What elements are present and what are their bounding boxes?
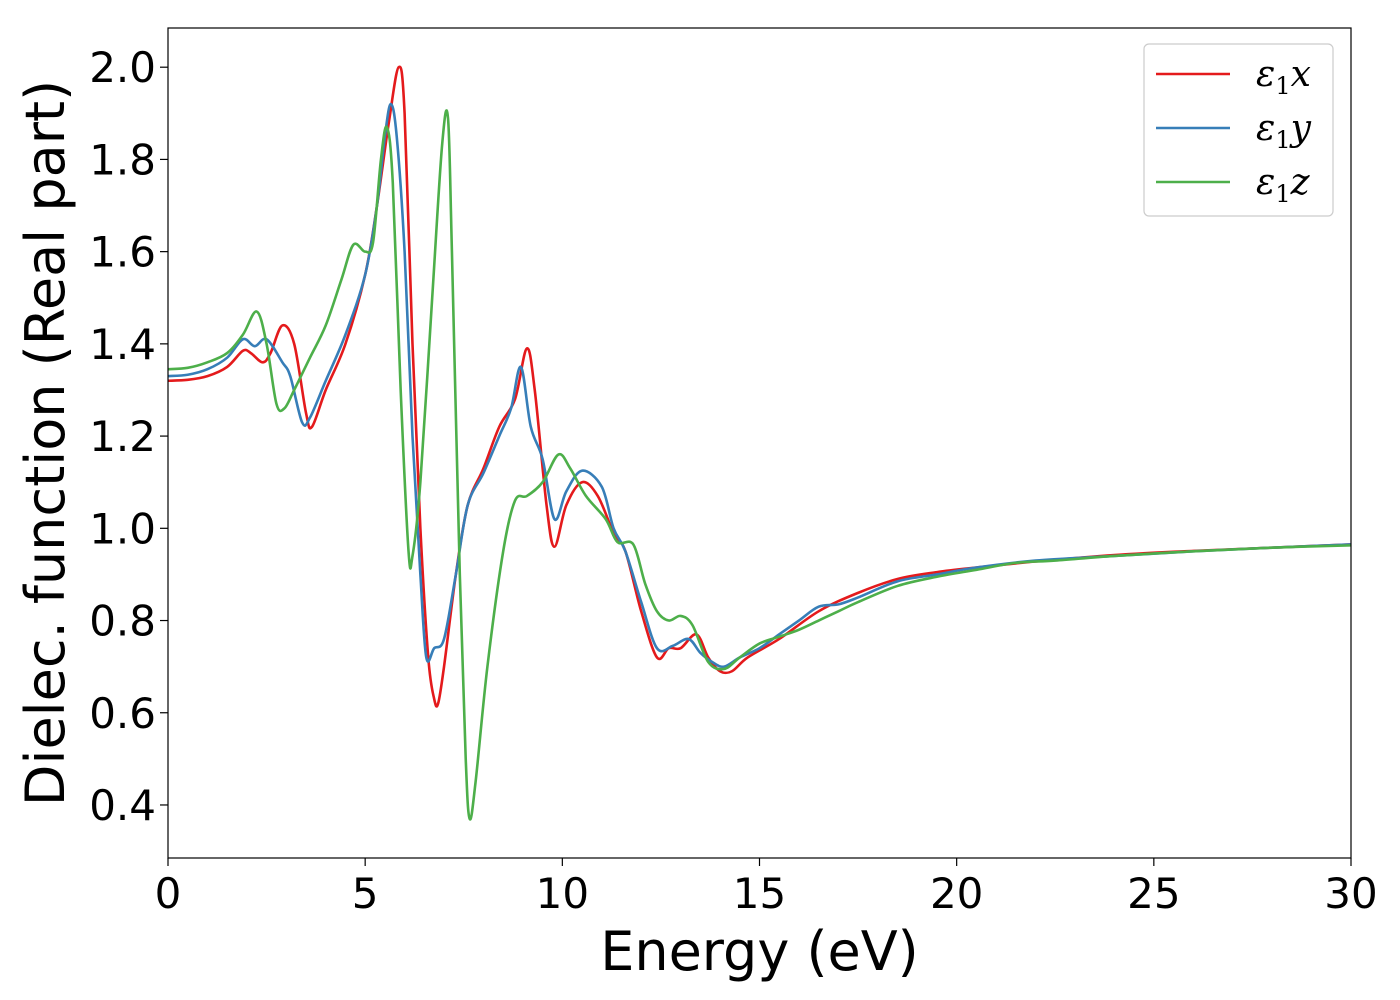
- y-tick-label: 1.8: [89, 135, 156, 184]
- legend-label-y: ε1y: [1256, 108, 1312, 154]
- y-tick-label: 1.2: [89, 412, 156, 461]
- legend-label-x: ε1x: [1256, 54, 1311, 100]
- x-axis-title: Energy (eV): [600, 920, 919, 983]
- series-layer: [168, 65, 1351, 821]
- x-tick-label: 15: [733, 869, 786, 918]
- x-tick-label: 30: [1324, 869, 1377, 918]
- x-tick-label: 5: [352, 869, 379, 918]
- legend: ε1x ε1y ε1z: [1143, 43, 1334, 217]
- x-tick-label: 25: [1127, 869, 1180, 918]
- y-tick-label: 1.6: [89, 228, 156, 277]
- y-axis-ticks: 0.4 0.6 0.8 1.0 1.2 1.4 1.6 1.8 2.0: [89, 43, 168, 830]
- y-tick-label: 0.4: [89, 781, 156, 830]
- x-tick-label: 20: [930, 869, 983, 918]
- x-tick-label: 0: [155, 869, 182, 918]
- x-axis-ticks: 0 5 10 15 20 25 30: [155, 858, 1378, 918]
- series-line-z: [168, 109, 1351, 821]
- legend-label-z: ε1z: [1256, 162, 1311, 208]
- y-tick-label: 1.0: [89, 504, 156, 553]
- y-tick-label: 0.6: [89, 689, 156, 738]
- y-tick-label: 0.8: [89, 597, 156, 646]
- y-tick-label: 2.0: [89, 43, 156, 92]
- x-tick-label: 10: [536, 869, 589, 918]
- legend-box: [1143, 43, 1334, 217]
- series-line-y: [168, 102, 1351, 669]
- y-axis-title: Dielec. function (Real part): [14, 80, 77, 806]
- y-tick-label: 1.4: [89, 320, 156, 369]
